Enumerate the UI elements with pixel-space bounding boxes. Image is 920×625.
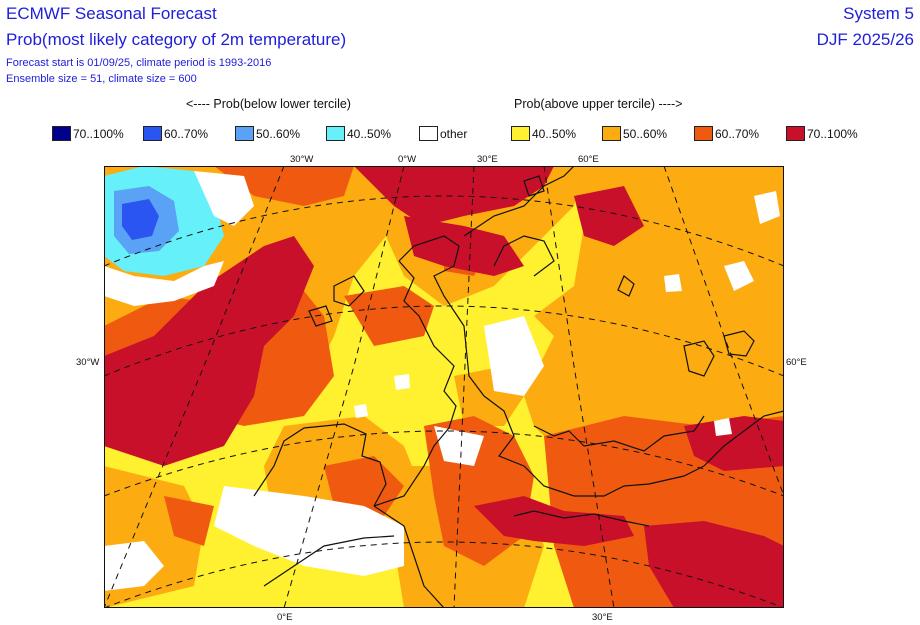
legend-swatch (143, 126, 162, 141)
legend-label: 60..70% (715, 126, 760, 141)
legend-swatch (419, 126, 438, 141)
prob-below-regions (104, 166, 224, 276)
legend-label: 60..70% (164, 126, 209, 141)
legend-label: 40..50% (532, 126, 577, 141)
legend-below-header: <---- Prob(below lower tercile) (186, 97, 351, 111)
legend-swatch (694, 126, 713, 141)
forecast-subtitle: Prob(most likely category of 2m temperat… (6, 30, 347, 49)
left-lon-label-30w: 30°W (76, 357, 100, 368)
legend-label: 50..60% (623, 126, 668, 141)
legend-above-header: Prob(above upper tercile) ----> (514, 97, 683, 111)
legend-item-above-70-100: 70..100% (786, 126, 858, 141)
legend-label: other (440, 126, 468, 141)
legend-label: 40..50% (347, 126, 392, 141)
legend-item-below-60-70: 60..70% (143, 126, 208, 141)
top-lon-label-0: 0°W (398, 154, 417, 165)
legend-swatch (786, 126, 805, 141)
system-label: System 5 (843, 4, 914, 23)
legend-item-above-50-60: 50..60% (602, 126, 667, 141)
legend-swatch (235, 126, 254, 141)
map-frame (104, 166, 784, 608)
top-lon-label-30w: 30°W (290, 154, 314, 165)
legend: 70..100% 60..70% 50..60% 40..50% other 4… (0, 126, 920, 146)
ensemble-info: Ensemble size = 51, climate size = 600 (6, 73, 197, 85)
forecast-start-info: Forecast start is 01/09/25, climate peri… (6, 57, 272, 69)
forecast-map (104, 166, 784, 608)
legend-swatch (326, 126, 345, 141)
legend-item-below-50-60: 50..60% (235, 126, 300, 141)
coastlines (253, 166, 784, 608)
legend-label: 70..100% (73, 126, 124, 141)
legend-item-below-70-100: 70..100% (52, 126, 124, 141)
right-lon-label-60e: 60°E (786, 357, 807, 368)
top-lon-label-30e: 30°E (477, 154, 498, 165)
bottom-lon-label-30e: 30°E (592, 612, 613, 623)
other-regions (104, 171, 780, 591)
legend-item-other: other (419, 126, 467, 141)
graticule (104, 166, 784, 608)
legend-swatch (511, 126, 530, 141)
legend-item-above-40-50: 40..50% (511, 126, 576, 141)
legend-item-below-40-50: 40..50% (326, 126, 391, 141)
legend-item-above-60-70: 60..70% (694, 126, 759, 141)
prob-above-70-100-regions (104, 166, 784, 608)
legend-label: 70..100% (807, 126, 858, 141)
bottom-lon-label-0: 0°E (277, 612, 293, 623)
legend-swatch (52, 126, 71, 141)
legend-swatch (602, 126, 621, 141)
top-lon-label-60e: 60°E (578, 154, 599, 165)
forecast-title: ECMWF Seasonal Forecast (6, 4, 217, 23)
legend-label: 50..60% (256, 126, 301, 141)
season-label: DJF 2025/26 (816, 30, 914, 49)
